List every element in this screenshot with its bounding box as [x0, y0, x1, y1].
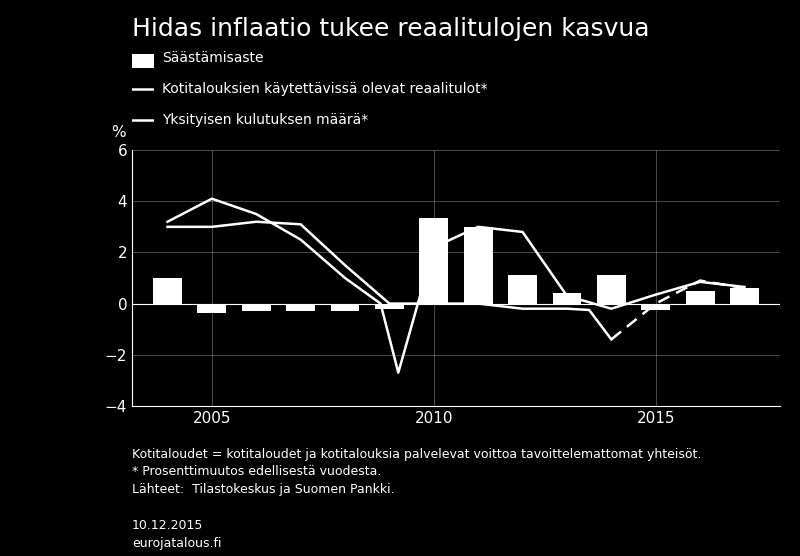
Bar — [686, 291, 714, 304]
Bar — [730, 288, 759, 304]
Bar — [330, 304, 359, 311]
Bar — [153, 278, 182, 304]
Text: Lähteet:  Tilastokeskus ja Suomen Pankki.: Lähteet: Tilastokeskus ja Suomen Pankki. — [132, 483, 394, 496]
Bar — [242, 304, 270, 311]
Bar — [508, 275, 537, 304]
Bar — [419, 218, 448, 304]
Bar — [464, 227, 493, 304]
Text: %: % — [111, 125, 126, 140]
Text: Säästämisaste: Säästämisaste — [162, 51, 264, 66]
Bar — [375, 304, 404, 309]
Bar — [642, 304, 670, 310]
Text: Yksityisen kulutuksen määrä*: Yksityisen kulutuksen määrä* — [162, 112, 369, 127]
Text: 10.12.2015: 10.12.2015 — [132, 519, 203, 532]
Text: Hidas inflaatio tukee reaalitulojen kasvua: Hidas inflaatio tukee reaalitulojen kasv… — [132, 17, 650, 41]
Text: * Prosenttimuutos edellisestä vuodesta.: * Prosenttimuutos edellisestä vuodesta. — [132, 465, 382, 478]
Bar — [286, 304, 315, 311]
Text: Kotitaloudet = kotitaloudet ja kotitalouksia palvelevat voittoa tavoittelemattom: Kotitaloudet = kotitaloudet ja kotitalou… — [132, 448, 702, 460]
Bar — [198, 304, 226, 312]
Bar — [553, 294, 582, 304]
Text: eurojatalous.fi: eurojatalous.fi — [132, 537, 222, 549]
Bar — [597, 275, 626, 304]
Text: Kotitalouksien käytettävissä olevat reaalitulot*: Kotitalouksien käytettävissä olevat reaa… — [162, 82, 488, 96]
